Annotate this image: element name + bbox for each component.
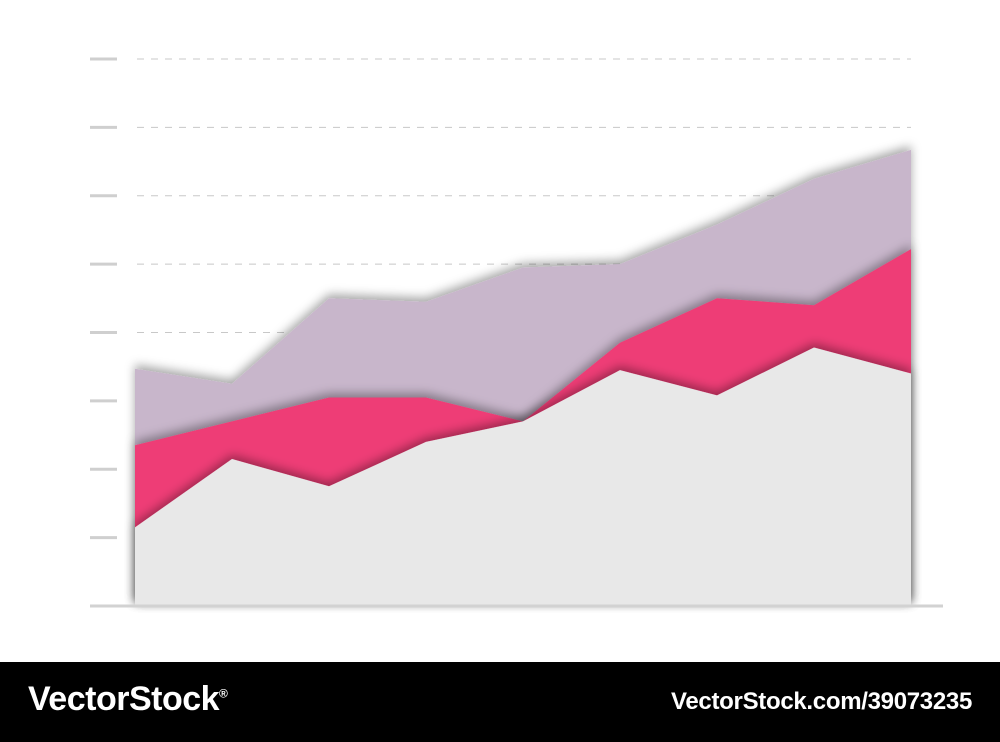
watermark-bar: VectorStock® VectorStock.com/39073235 [0,662,1000,742]
areas [135,149,911,606]
area-series-1 [135,347,911,606]
registered-mark: ® [219,686,228,701]
watermark-image-id: VectorStock.com/39073235 [671,688,972,715]
chart-svg [90,57,943,608]
watermark-brand: VectorStock® [28,680,228,718]
stacked-area-chart [90,57,943,608]
